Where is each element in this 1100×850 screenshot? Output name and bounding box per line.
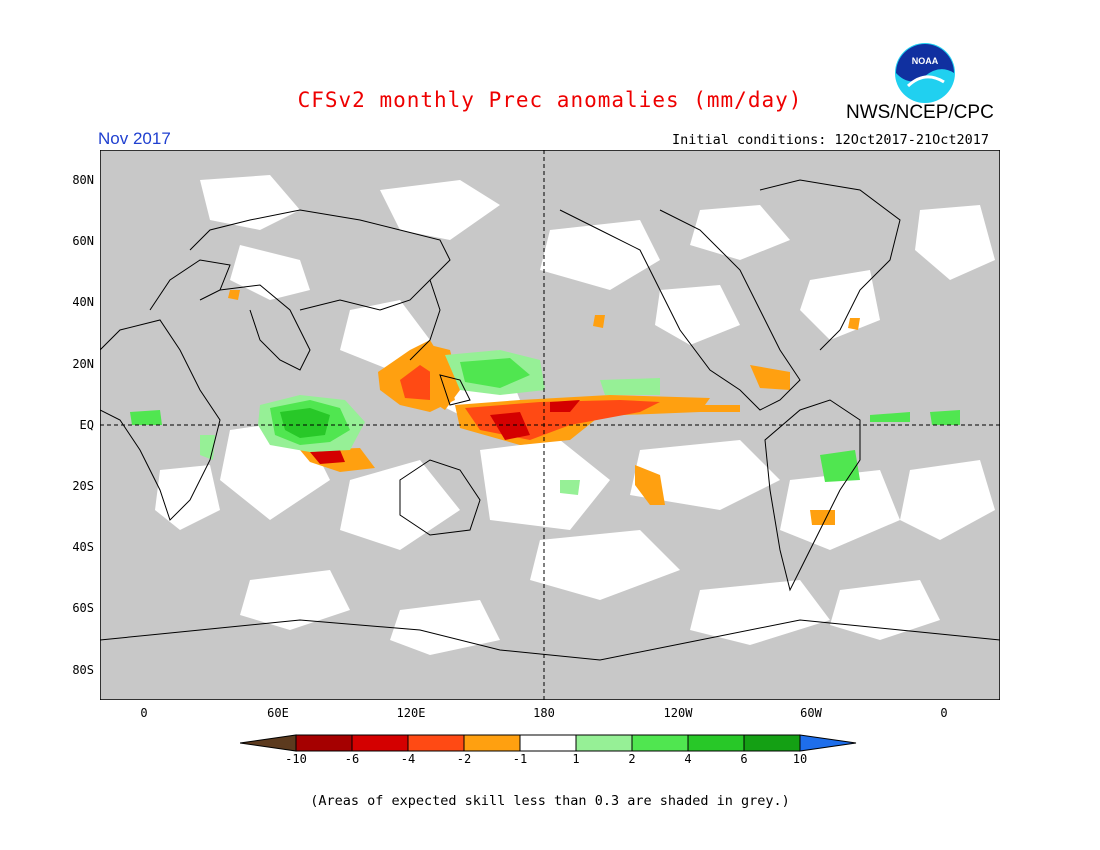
coastlines	[100, 179, 1000, 661]
colorbar-arrow-high	[799, 734, 857, 752]
colorbar-label: -4	[400, 752, 416, 766]
wet-anomaly-areas	[130, 350, 960, 495]
lat-label-eq: EQ	[79, 418, 94, 432]
colorbar-label: -1	[512, 752, 528, 766]
lon-label-60e: 60E	[267, 706, 289, 720]
lat-label-20s: 20S	[72, 479, 94, 493]
valid-month-label: Nov 2017	[98, 129, 171, 148]
colorbar-label: -10	[285, 752, 307, 766]
lon-label-0: 0	[140, 706, 148, 720]
colorbar-segment	[351, 734, 409, 752]
colorbar-label: -2	[456, 752, 472, 766]
colorbar-arrow-low	[240, 734, 297, 752]
colorbar-label: -6	[344, 752, 360, 766]
lat-label-60s: 60S	[72, 601, 94, 615]
colorbar-segment	[463, 734, 521, 752]
colorbar-segment	[631, 734, 689, 752]
lon-label-180: 180	[533, 706, 555, 720]
agency-label: NWS/NCEP/CPC	[846, 102, 994, 123]
colorbar-segment	[519, 734, 577, 752]
lat-label-80n: 80N	[72, 173, 94, 187]
colorbar	[240, 734, 857, 752]
colorbar-segment	[575, 734, 633, 752]
lat-label-40n: 40N	[72, 295, 94, 309]
skill-footnote: (Areas of expected skill less than 0.3 a…	[310, 793, 790, 809]
colorbar-label: 2	[628, 752, 636, 766]
lon-label-120e: 120E	[396, 706, 426, 720]
noaa-logo: NOAA	[895, 43, 955, 103]
logo-text: NOAA	[912, 56, 939, 66]
lat-label-20n: 20N	[72, 357, 94, 371]
lon-label-0-right: 0	[940, 706, 948, 720]
colorbar-segment	[407, 734, 465, 752]
page-title: CFSv2 monthly Prec anomalies (mm/day)	[297, 88, 803, 112]
colorbar-label: 10	[792, 752, 808, 766]
colorbar-segment	[687, 734, 745, 752]
dry-anomaly-areas	[228, 290, 860, 525]
colorbar-segment	[295, 734, 353, 752]
lat-label-60n: 60N	[72, 234, 94, 248]
lat-label-40s: 40S	[72, 540, 94, 554]
lon-label-60w: 60W	[800, 706, 822, 720]
colorbar-segment	[743, 734, 801, 752]
colorbar-label: 1	[572, 752, 580, 766]
colorbar-label: 6	[740, 752, 748, 766]
initial-conditions-label: Initial conditions: 12Oct2017-21Oct2017	[672, 132, 989, 148]
lat-label-80s: 80S	[72, 663, 94, 677]
precip-anomaly-map	[100, 150, 1000, 700]
colorbar-label: 4	[684, 752, 692, 766]
lon-label-120w: 120W	[663, 706, 693, 720]
